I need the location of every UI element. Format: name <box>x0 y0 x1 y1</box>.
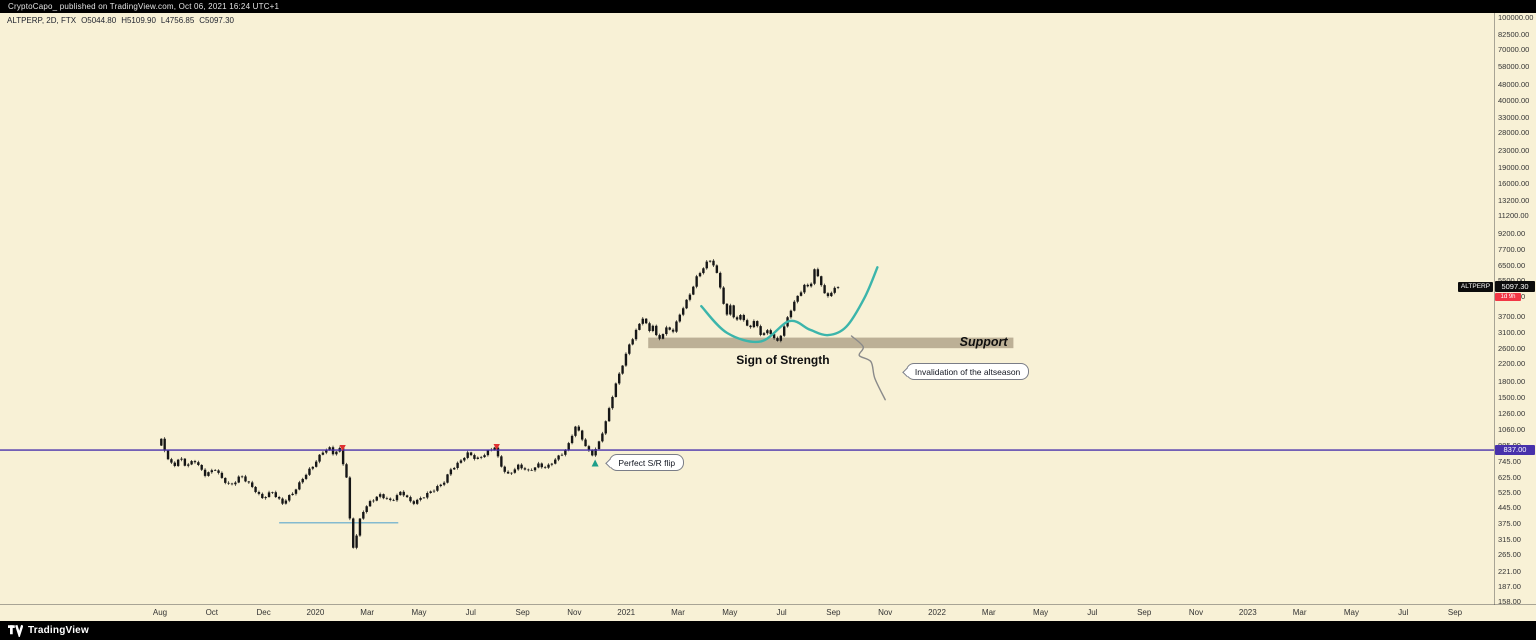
tradingview-footer: TradingView <box>0 621 1536 640</box>
candlestick-series[interactable] <box>160 259 840 550</box>
invalidation-curve[interactable] <box>850 335 886 401</box>
price-tick-label: 2600.00 <box>1498 343 1526 353</box>
arrow-down-marker-icon[interactable] <box>493 444 500 451</box>
price-tick-label: 1060.00 <box>1498 424 1526 434</box>
time-tick-label: 2021 <box>617 608 636 617</box>
projection-curve[interactable] <box>700 266 879 344</box>
invalidation-callout[interactable]: Invalidation of the altseason <box>905 363 1030 381</box>
support-zone-label[interactable]: Support <box>959 335 1008 350</box>
price-tick-label: 1800.00 <box>1498 376 1526 386</box>
price-tick-label: 58000.00 <box>1498 62 1530 72</box>
price-tick-label: 6500.00 <box>1498 260 1526 270</box>
price-tick-label: 375.00 <box>1498 518 1521 528</box>
symbol-description[interactable]: ALTPERP, 2D, FTX <box>7 16 77 25</box>
time-tick-label: Mar <box>360 608 375 617</box>
time-tick-label: Aug <box>152 608 168 617</box>
ohlc-open: O5044.80 <box>81 16 117 25</box>
price-label-symbol-tag: ALTPERP <box>1458 281 1493 292</box>
price-tick-label: 221.00 <box>1498 566 1521 576</box>
time-tick-label: 2020 <box>306 608 325 617</box>
support-band[interactable] <box>648 337 1014 349</box>
arrow-down-marker-icon[interactable] <box>339 445 346 452</box>
price-tick-label: 11200.00 <box>1498 211 1529 221</box>
time-tick-label: Sep <box>1447 608 1463 617</box>
price-tick-label: 5500.00 <box>1498 276 1535 285</box>
price-tick-label: 48000.00 <box>1498 79 1530 89</box>
price-tick-label: 40000.00 <box>1498 96 1530 105</box>
price-tick-label: 16000.00 <box>1498 178 1530 188</box>
arrow-up-marker-icon[interactable] <box>591 459 599 467</box>
price-tick-label: 7700.00 <box>1498 245 1526 255</box>
time-tick-label: May <box>722 608 738 617</box>
time-tick-label: Jul <box>1087 608 1098 617</box>
bar-countdown-badge: 1d 9h <box>1495 292 1521 301</box>
time-tick-label: May <box>1343 608 1359 617</box>
ohlc-close: C5097.30 <box>199 16 234 25</box>
symbol-legend[interactable]: ALTPERP, 2D, FTX O5044.80 H5109.90 L4756.85… <box>7 16 239 25</box>
price-tick-label: 445.00 <box>1498 503 1521 513</box>
sr-flip-callout[interactable]: Perfect S/R flip <box>609 454 685 472</box>
time-tick-label: Oct <box>205 608 219 617</box>
price-tick-label: 9200.00 <box>1498 229 1526 239</box>
tradingview-wordmark[interactable]: TradingView <box>28 625 89 636</box>
price-tick-label: 265.00 <box>1498 550 1521 560</box>
time-tick-label: Nov <box>1188 608 1204 617</box>
time-tick-label: May <box>411 608 427 617</box>
time-tick-label: Sep <box>1137 608 1152 617</box>
price-tick-label: 100000.00 <box>1498 13 1534 22</box>
price-tick-label: 315.00 <box>1498 534 1521 544</box>
time-tick-label: Jul <box>776 608 787 617</box>
time-tick-label: Jul <box>465 608 476 617</box>
ohlc-high: H5109.90 <box>121 16 156 25</box>
price-tick-label: 13200.00 <box>1498 196 1530 206</box>
time-tick-label: Mar <box>671 608 685 617</box>
tradingview-logo-icon[interactable] <box>8 624 23 637</box>
time-tick-label: May <box>1033 608 1049 617</box>
time-tick-label: Sep <box>826 608 841 617</box>
price-tick-label: 23000.00 <box>1498 146 1530 156</box>
price-tick-label: 625.00 <box>1498 472 1521 482</box>
price-tick-label: 2200.00 <box>1498 358 1526 368</box>
price-tick-label: 33000.00 <box>1498 113 1530 123</box>
ohlc-low: L4756.85 <box>160 16 195 25</box>
price-axis-border <box>1494 13 1495 605</box>
time-axis-border <box>0 604 1536 605</box>
time-tick-label: Mar <box>1292 608 1307 617</box>
price-tick-label: 158.00 <box>1498 597 1521 607</box>
price-tick-label: 82500.00 <box>1498 30 1530 40</box>
time-tick-label: Mar <box>981 608 996 617</box>
current-price-badge: 5097.30 <box>1495 281 1535 292</box>
price-tick-label: 745.00 <box>1498 456 1521 466</box>
price-tick-label: 19000.00 <box>1498 163 1530 173</box>
sign-of-strength-label[interactable]: Sign of Strength <box>736 353 830 368</box>
price-tick-label: 1260.00 <box>1498 409 1526 419</box>
time-tick-label: Dec <box>256 608 271 617</box>
time-tick-label: Nov <box>878 608 893 617</box>
price-tick-label: 525.00 <box>1498 488 1521 498</box>
time-tick-label: 2023 <box>1238 608 1257 617</box>
publish-bar: CryptoCapo_ published on TradingView.com… <box>0 0 1536 13</box>
price-tick-label: 70000.00 <box>1498 45 1530 55</box>
price-tick-label: 28000.00 <box>1498 128 1530 138</box>
time-tick-label: 2022 <box>928 608 946 617</box>
hline-price-badge[interactable]: 837.00 <box>1495 444 1535 456</box>
price-tick-label: 3700.00 <box>1498 311 1526 321</box>
price-tick-label: 3100.00 <box>1498 327 1526 337</box>
time-tick-label: Sep <box>515 608 530 617</box>
time-tick-label: Jul <box>1398 608 1409 617</box>
price-tick-label: 1500.00 <box>1498 393 1526 403</box>
time-tick-label: Nov <box>567 608 582 617</box>
price-tick-label: 187.00 <box>1498 581 1521 591</box>
publish-info-text: CryptoCapo_ published on TradingView.com… <box>8 2 280 11</box>
